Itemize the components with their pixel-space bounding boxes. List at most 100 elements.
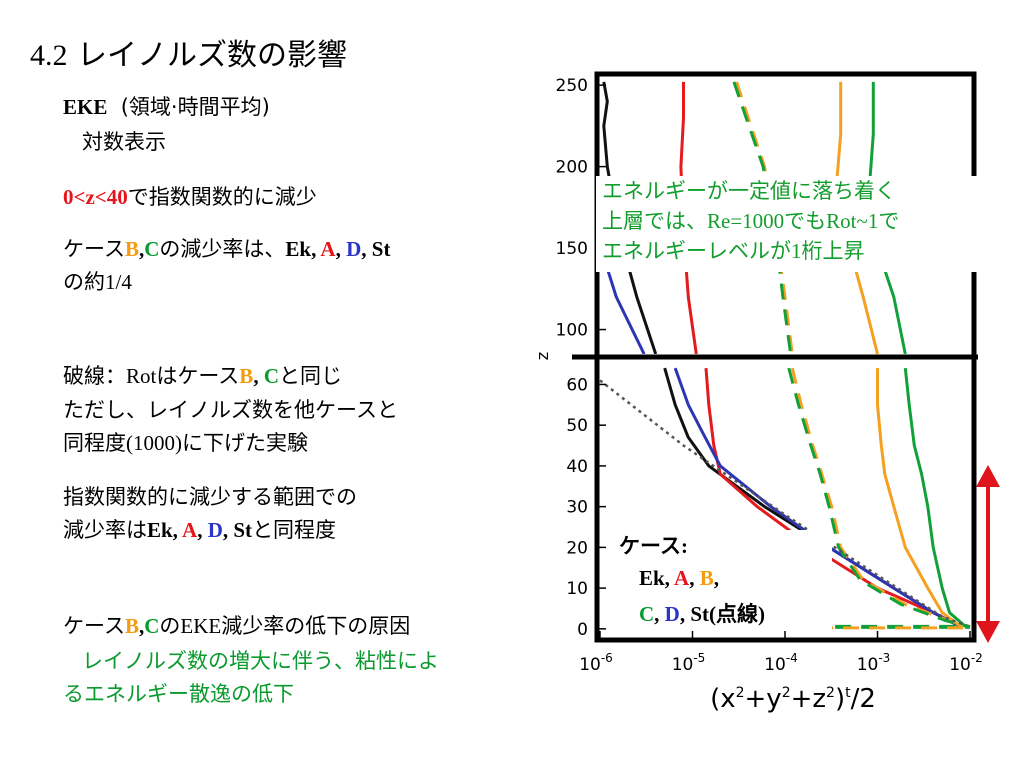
lower-series-c <box>903 367 967 628</box>
upper-ytick-label: 250 <box>556 76 588 96</box>
ann-l3a: エネルギーレベルが <box>602 239 791 263</box>
ann-re: Re=1000 <box>707 209 785 233</box>
dashed-re: (1000) <box>126 431 182 455</box>
legend-title-text: ケース <box>619 534 681 558</box>
xtick-label: 10-6 <box>579 651 613 675</box>
upper-series-d <box>597 227 646 354</box>
eke-sub: 対数表示 <box>82 130 166 154</box>
xtick-label: 10-3 <box>857 651 891 675</box>
lower-series-rot-c <box>787 367 971 629</box>
sep: , <box>654 602 665 626</box>
lower-series-b <box>876 368 962 628</box>
dashed-line1: 破線：RotはケースB, Cと同じ <box>63 363 342 390</box>
upper-ytick-label: 150 <box>556 239 588 259</box>
xtick-label: 10-5 <box>672 651 706 675</box>
case-c: C <box>144 237 160 261</box>
case-bc-line2: の約1/4 <box>63 269 132 296</box>
comma: , <box>138 237 145 261</box>
section-number: 4.2 <box>30 39 68 72</box>
x-axis-label: (x2+y2+z2)t/2 <box>710 684 876 714</box>
comma: , <box>138 614 145 638</box>
cause-no: の <box>159 614 181 638</box>
lower-ytick-label: 50 <box>566 416 588 436</box>
exp-st: , St <box>222 518 253 542</box>
arrow-head-bottom <box>976 621 1000 643</box>
dashed-line3: 同程度(1000)に下げた実験 <box>63 430 308 457</box>
eke-heading: EKE (領域·時間平均) <box>63 94 270 121</box>
exp-l2a: 減少率は <box>63 518 147 542</box>
annotation-line1: エネルギーが一定値に落ち着く <box>602 179 896 203</box>
legend-title: ケース: <box>619 530 688 560</box>
lower-ytick-label: 40 <box>566 457 588 477</box>
dashed-l3a: 同程度 <box>63 431 126 455</box>
dashed-label: 破線： <box>63 364 126 388</box>
ann-one: 1 <box>791 239 802 263</box>
legend-line1: Ek, A, B, <box>639 566 719 591</box>
y-axis-label: z <box>533 352 552 360</box>
sep: , <box>253 364 264 388</box>
legend-a: A <box>674 566 690 590</box>
decay-text: で指数関数的に減少 <box>127 185 317 209</box>
exp-line1: 指数関数的に減少する範囲での <box>63 485 357 509</box>
xtick-label: 10-4 <box>764 651 798 675</box>
upper-series-rot-b <box>735 81 794 354</box>
approx-value: 1/4 <box>105 270 132 294</box>
case-bc-line1: ケースB,Cの減少率は、Ek, A, D, St <box>63 236 390 263</box>
dashed-text: はケース <box>156 364 240 388</box>
eke-paren: (領域·時間平均) <box>120 95 270 119</box>
annotation-line3: エネルギーレベルが1桁上昇 <box>602 238 865 265</box>
arrow-head-top <box>976 465 1000 487</box>
exp-l2g: と同程度 <box>252 518 337 542</box>
section-title: レイノルズ数の影響 <box>67 38 348 73</box>
upper-series-rot-c <box>732 81 793 354</box>
cause-b: B <box>124 614 139 638</box>
exp-ek: Ek, <box>147 518 183 542</box>
sep: , <box>197 518 208 542</box>
exp-a: A <box>182 518 198 542</box>
range-arrow <box>976 465 1000 643</box>
annotation-line2: 上層では、Re=1000でもRot~1で <box>602 208 899 235</box>
lower-ytick-label: 30 <box>566 498 588 518</box>
page-title: 4.2 レイノルズ数の影響 <box>30 30 347 74</box>
legend-box: ケース: Ek, A, B, C, D, St(点線) <box>617 530 832 630</box>
decay-range: 0<z<40 <box>63 185 128 209</box>
exp-line2: 減少率はEk, A, D, Stと同程度 <box>63 517 336 544</box>
dashed-line2: ただし、レイノルズ数を他ケースと <box>63 398 398 422</box>
dashed-b: B <box>239 364 254 388</box>
dashed-same: と同じ <box>278 364 342 388</box>
cause-line3: るエネルギー散逸の低下 <box>63 682 294 706</box>
cause-c: C <box>144 614 160 638</box>
sep: , <box>713 566 719 590</box>
legend-b: B <box>699 566 714 590</box>
case-text: ケース <box>63 237 125 261</box>
case-d: D <box>346 237 362 261</box>
lower-ytick-label: 10 <box>566 579 588 599</box>
lower-ytick-label: 0 <box>577 620 588 640</box>
ann-rot: Rot~1 <box>826 209 879 233</box>
cause-l1a: ケース <box>63 614 125 638</box>
rot-label: Rot <box>126 364 157 388</box>
cause-line1: ケースB,CのEKE減少率の低下の原因 <box>63 613 410 640</box>
ann-l3c: 桁上昇 <box>801 239 865 263</box>
colon: : <box>680 534 688 558</box>
eke-label: EKE <box>63 95 108 119</box>
lower-series-st <box>599 379 971 628</box>
case-a: A <box>320 237 336 261</box>
ann-l2e: で <box>878 209 900 233</box>
case-ek: Ek, <box>285 237 321 261</box>
cause-l1g: 減少率の低下の原因 <box>221 614 411 638</box>
lower-series-d <box>673 367 962 629</box>
exp-d: D <box>207 518 223 542</box>
cause-eke: EKE <box>180 614 222 638</box>
legend-dotted: 点線 <box>716 602 759 626</box>
case-mid: の減少率は、 <box>159 237 286 261</box>
approx-text: の約 <box>63 270 105 294</box>
annotation-box: エネルギーが一定値に落ち着く 上層では、Re=1000でもRot~1で エネルギ… <box>596 176 982 272</box>
cause-line2: レイノルズ数の増大に伴う、粘性によ <box>82 649 439 673</box>
upper-ytick-label: 100 <box>556 321 588 341</box>
upper-series-ek <box>602 81 658 354</box>
legend-st: , St( <box>679 602 717 626</box>
case-st: , St <box>361 237 391 261</box>
sep: , <box>689 566 700 590</box>
